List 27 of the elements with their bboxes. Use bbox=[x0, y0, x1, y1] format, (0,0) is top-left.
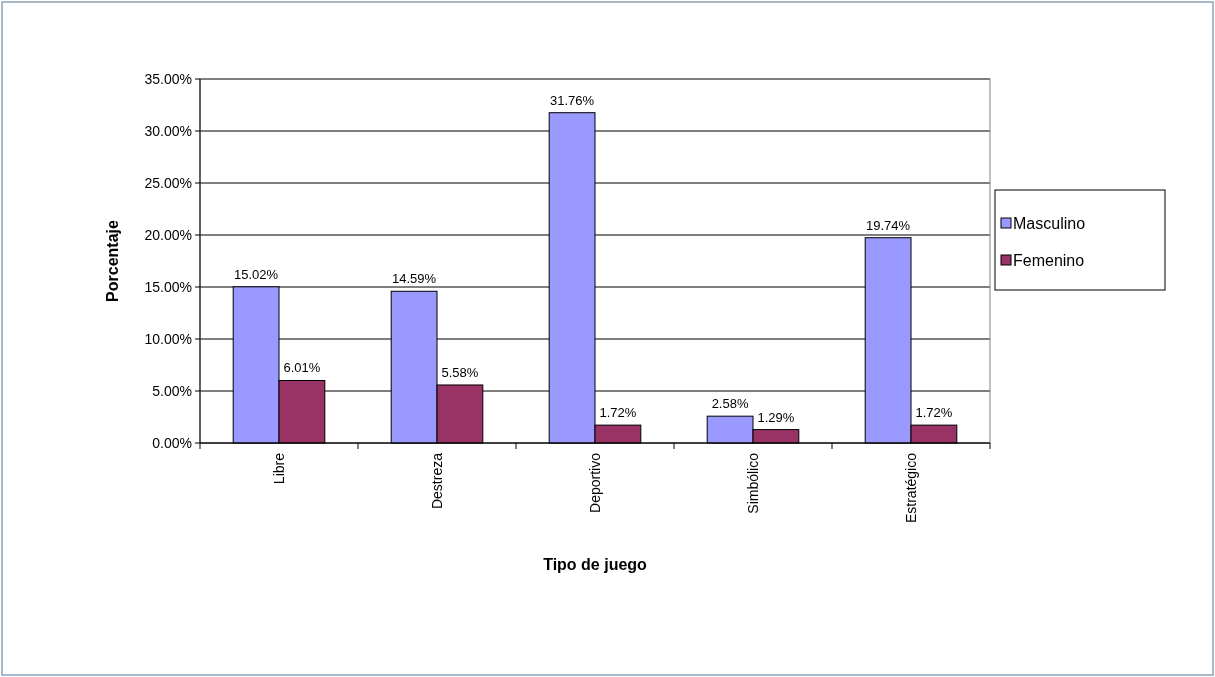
data-label: 15.02% bbox=[234, 266, 279, 282]
y-tick-label: 10.00% bbox=[144, 330, 192, 347]
x-tick-label: Destreza bbox=[429, 452, 445, 510]
y-tick-label: 20.00% bbox=[144, 226, 192, 243]
y-tick-label: 5.00% bbox=[152, 382, 192, 399]
data-label: 19.74% bbox=[866, 217, 911, 233]
data-label: 6.01% bbox=[283, 360, 321, 376]
y-tick-label: 0.00% bbox=[152, 434, 192, 451]
x-tick-label: Estratégico bbox=[903, 452, 919, 524]
data-label: 31.76% bbox=[550, 92, 595, 108]
data-label: 5.58% bbox=[441, 364, 479, 380]
legend-label: Masculino bbox=[1013, 214, 1086, 232]
x-tick-label: Libre bbox=[271, 452, 287, 485]
x-axis-title: Tipo de juego bbox=[543, 556, 648, 573]
y-tick-label: 35.00% bbox=[144, 70, 192, 87]
y-tick-label: 30.00% bbox=[144, 122, 192, 139]
legend-label: Femenino bbox=[1013, 251, 1085, 269]
data-label: 2.58% bbox=[711, 396, 749, 412]
y-tick-label: 15.00% bbox=[144, 278, 192, 295]
x-tick-label: Deportivo bbox=[587, 452, 603, 513]
data-label: 14.59% bbox=[392, 271, 437, 287]
y-tick-label: 25.00% bbox=[144, 174, 192, 191]
x-tick-label: Simbólico bbox=[745, 452, 761, 514]
data-label: 1.29% bbox=[757, 409, 795, 425]
data-label: 1.72% bbox=[915, 405, 953, 421]
data-label: 1.72% bbox=[599, 405, 637, 421]
y-axis-title: Porcentaje bbox=[104, 219, 121, 302]
